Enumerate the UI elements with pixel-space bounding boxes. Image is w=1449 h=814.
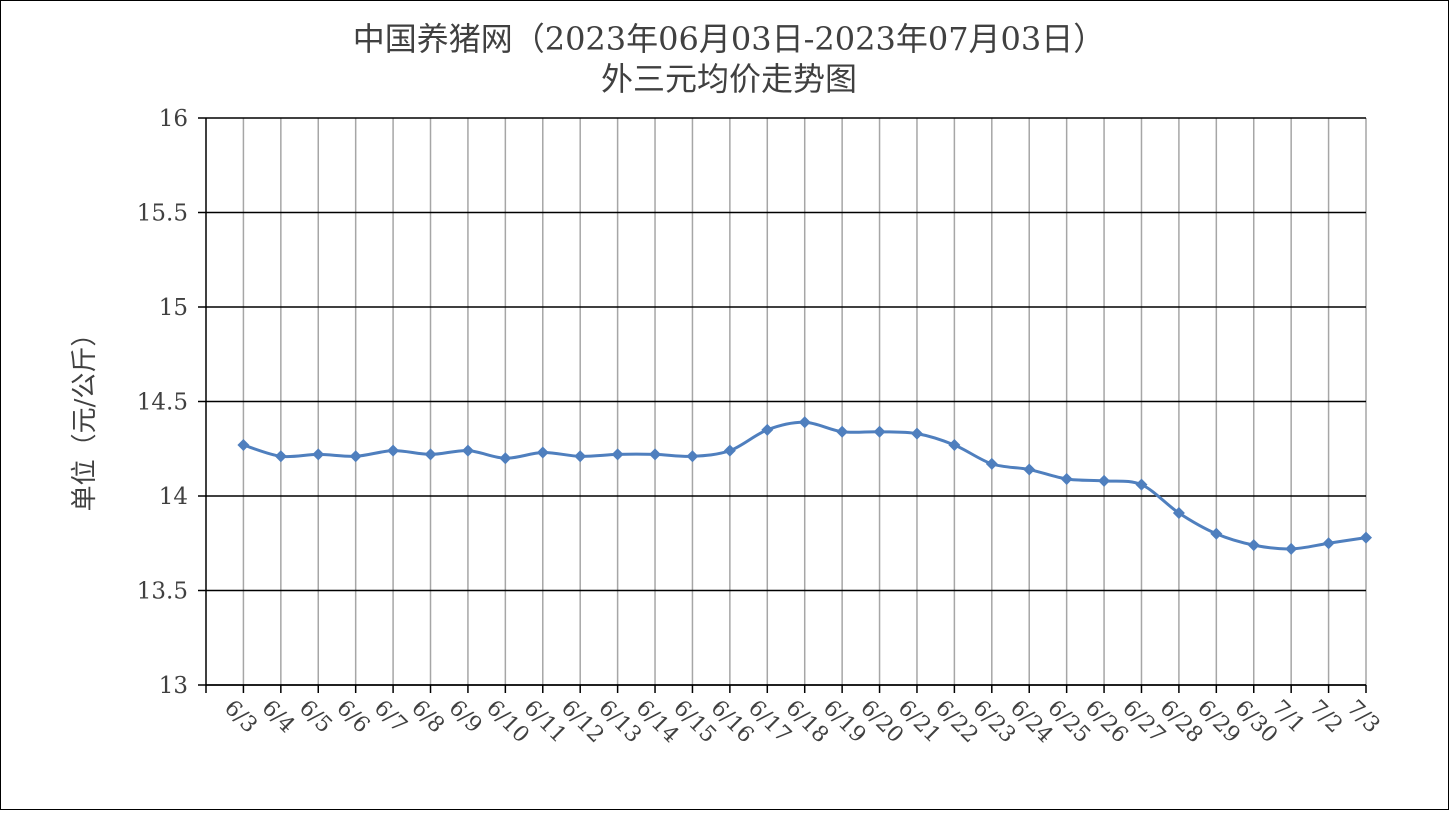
data-point-marker xyxy=(1135,478,1148,491)
data-point-marker xyxy=(461,444,474,457)
data-point-marker xyxy=(1098,474,1111,487)
y-tick-label: 14 xyxy=(159,484,188,510)
x-tick-label: 6/5 xyxy=(294,696,337,739)
axis-layer: 1615.51514.51413.5136/36/46/56/66/76/86/… xyxy=(137,106,1385,748)
data-point-marker xyxy=(536,446,549,459)
data-point-marker xyxy=(873,425,886,438)
data-point-marker xyxy=(1172,507,1185,520)
data-point-marker xyxy=(1360,531,1372,544)
data-point-marker xyxy=(798,416,811,429)
data-point-marker xyxy=(237,438,250,451)
data-point-marker xyxy=(274,450,287,463)
y-tick-label: 16 xyxy=(159,106,188,132)
x-tick-label: 6/6 xyxy=(331,696,374,739)
x-tick-label: 6/10 xyxy=(481,696,534,749)
x-tick-label: 6/8 xyxy=(406,696,449,739)
data-point-marker xyxy=(574,450,587,463)
chart-subtitle: 外三元均价走势图 xyxy=(601,60,857,98)
data-point-marker xyxy=(1060,472,1073,485)
data-point-marker xyxy=(761,423,774,436)
data-point-marker xyxy=(948,438,961,451)
data-point-marker xyxy=(1322,537,1335,550)
y-tick-label: 15.5 xyxy=(137,201,188,227)
data-point-marker xyxy=(686,450,699,463)
x-tick-label: 7/2 xyxy=(1304,696,1347,739)
x-tick-label: 6/3 xyxy=(219,696,262,739)
x-tick-label: 6/4 xyxy=(257,696,300,739)
data-point-marker xyxy=(1247,539,1260,552)
x-tick-label: 7/3 xyxy=(1342,696,1385,739)
x-tick-label: 6/7 xyxy=(369,696,412,739)
series-layer xyxy=(237,416,1372,555)
data-point-marker xyxy=(499,452,512,465)
data-point-marker xyxy=(649,448,662,461)
chart-title: 中国养猪网（2023年06月03日-2023年07月03日） xyxy=(353,20,1106,58)
x-tick-label: 6/9 xyxy=(444,696,487,739)
y-tick-label: 14.5 xyxy=(137,390,188,416)
data-point-marker xyxy=(349,450,362,463)
y-tick-label: 15 xyxy=(159,295,188,321)
data-point-marker xyxy=(424,448,437,461)
data-point-marker xyxy=(836,425,849,438)
data-point-marker xyxy=(985,457,998,470)
data-point-marker xyxy=(611,448,624,461)
data-point-marker xyxy=(1210,527,1223,540)
data-point-marker xyxy=(1023,463,1036,476)
grid-layer xyxy=(206,117,1367,686)
data-point-marker xyxy=(387,444,400,457)
y-tick-label: 13.5 xyxy=(137,579,188,605)
y-tick-label: 13 xyxy=(159,673,188,699)
data-point-marker xyxy=(1285,542,1298,555)
data-point-marker xyxy=(723,444,736,457)
data-point-marker xyxy=(312,448,325,461)
y-axis-label: 单位（元/公斤） xyxy=(70,321,100,512)
data-point-marker xyxy=(910,427,923,440)
